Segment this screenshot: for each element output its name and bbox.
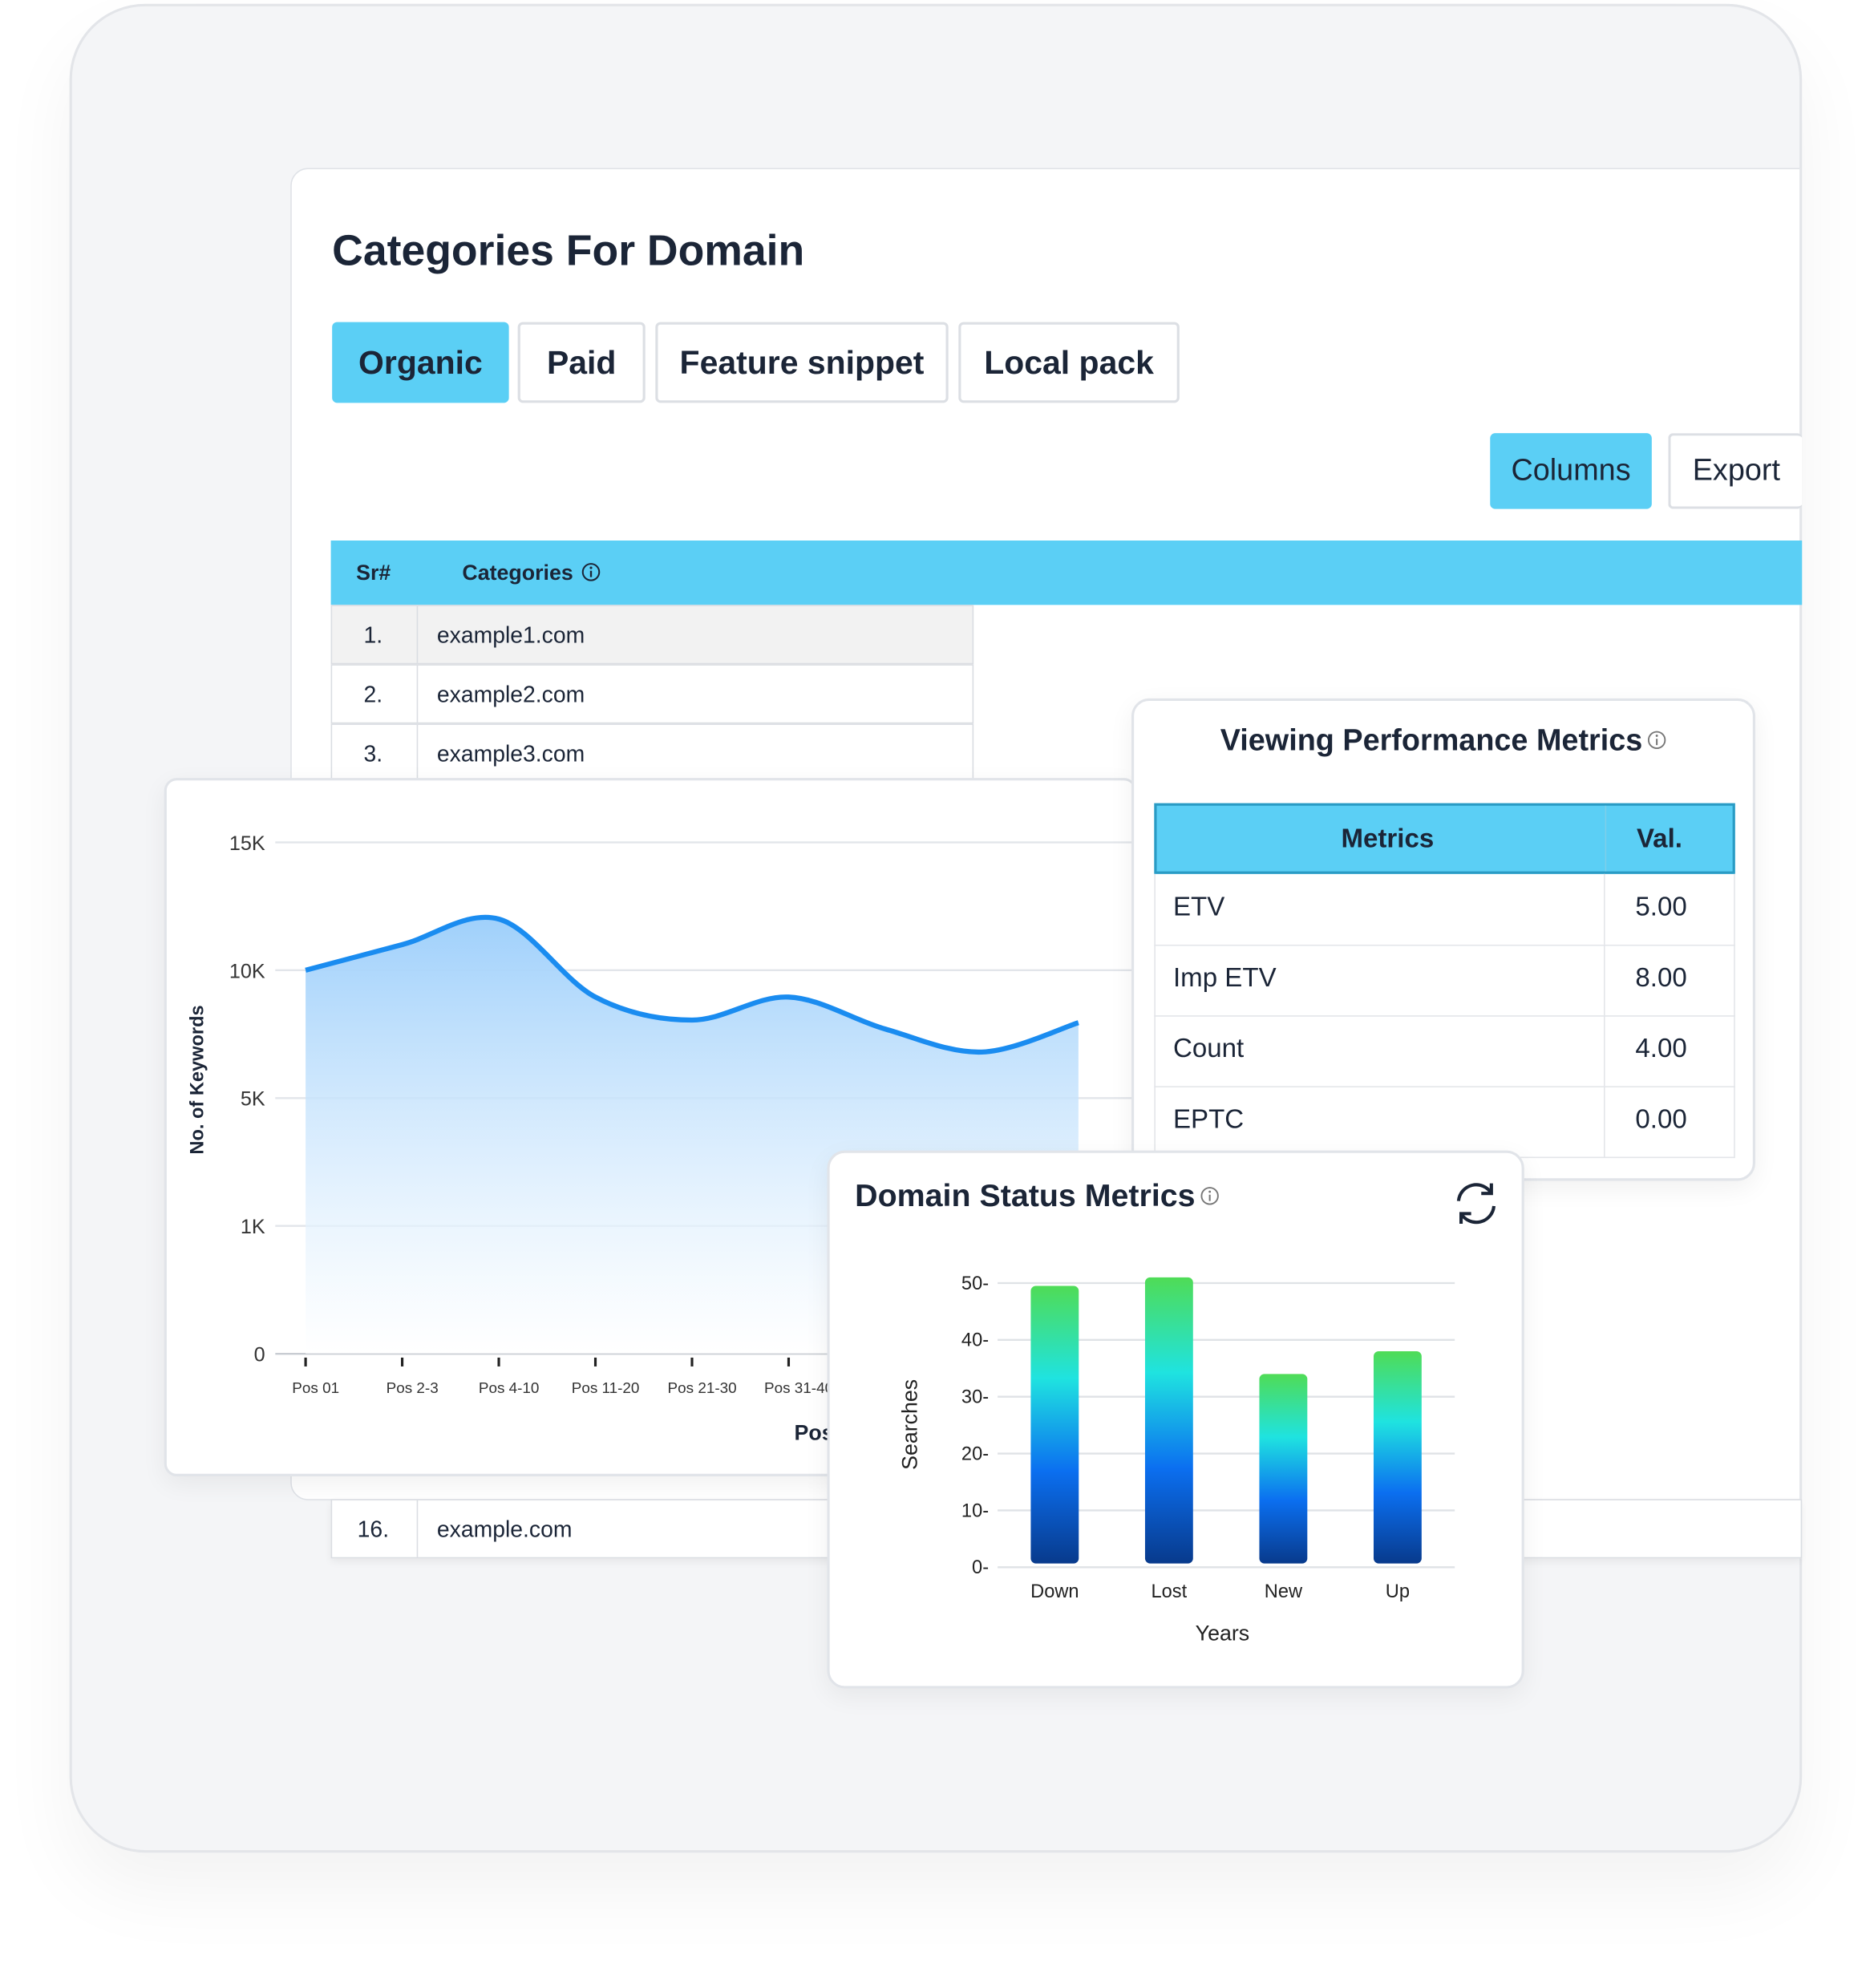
table-header: Sr# Categories [330, 541, 1803, 605]
metrics-row: ETV 5.00 [1154, 873, 1735, 946]
y-tick-label: 50- [961, 1273, 989, 1294]
cell: example1.com [436, 622, 585, 648]
x-tick-label: Pos 21-30 [668, 1380, 737, 1397]
metrics-header: Metrics Val. [1154, 803, 1735, 874]
panel-title: Viewing Performance Metrics [1134, 723, 1753, 759]
y-axis-label: Searches [897, 1379, 921, 1470]
x-tick-label: Up [1386, 1581, 1410, 1602]
cell: 0.00 [1635, 1104, 1687, 1135]
cell: 4.00 [1635, 1034, 1687, 1063]
panel-title-text: Domain Status Metrics [855, 1178, 1196, 1214]
tab[interactable]: Local pack [958, 322, 1180, 403]
cell: 16. [357, 1516, 390, 1542]
cell: example2.com [436, 682, 585, 707]
metrics-row: EPTC 0.00 [1154, 1086, 1735, 1159]
cell: 5.00 [1635, 893, 1687, 922]
info-icon[interactable] [581, 562, 601, 582]
metrics-row: Imp ETV 8.00 [1154, 944, 1735, 1017]
line [305, 914, 1079, 1055]
cell: example.com [436, 1516, 573, 1542]
y-tick-label: 5K [241, 1088, 265, 1111]
x-tick-label: Pos 11-20 [572, 1380, 640, 1397]
tab[interactable]: Organic [332, 322, 509, 403]
x-tick-label: Down [1030, 1581, 1079, 1602]
x-tick-label: Pos 2-3 [387, 1380, 439, 1397]
column-header: Sr# [356, 561, 391, 585]
cell: Imp ETV [1172, 963, 1277, 993]
cell: 3. [363, 741, 383, 767]
tab[interactable]: Paid [517, 322, 646, 403]
cell: example3.com [436, 741, 585, 767]
x-axis-label: Years [1196, 1622, 1249, 1646]
domain-status-panel: Domain Status Metrics 0- 10- 20- 30- 40- 50- D… [827, 1150, 1524, 1689]
metrics-panel: Viewing Performance Metrics Metrics Val.… [1131, 698, 1755, 1181]
y-tick-label: 40- [961, 1330, 989, 1351]
bar [1373, 1351, 1422, 1564]
page-title: Categories For Domain [332, 227, 805, 276]
x-tick-label: Pos 4-10 [479, 1380, 540, 1397]
table-row: 2. example2.com [330, 664, 974, 724]
bar [1144, 1277, 1193, 1564]
refresh-button[interactable] [1452, 1180, 1500, 1228]
column-header: Categories [462, 561, 573, 585]
y-tick-label: 1K [241, 1216, 265, 1238]
panel-title-text: Viewing Performance Metrics [1220, 723, 1643, 758]
x-tick-label: New [1265, 1581, 1303, 1602]
info-icon[interactable] [1646, 730, 1666, 750]
x-tick-label: Lost [1152, 1581, 1188, 1602]
y-tick-label: 10- [961, 1500, 989, 1521]
columns-button[interactable]: Columns [1490, 433, 1652, 509]
metrics-row: Count 4.00 [1154, 1015, 1735, 1087]
y-tick-label: 15K [229, 832, 265, 855]
export-button[interactable]: Export [1668, 433, 1803, 509]
x-tick-label: Pos 31-40 [764, 1380, 833, 1397]
column-header: Val. [1636, 824, 1682, 854]
tab[interactable]: Feature snippet [655, 322, 949, 403]
cell: 8.00 [1635, 963, 1687, 993]
cell: 2. [363, 682, 383, 707]
cell: ETV [1172, 893, 1225, 922]
bar-chart: 0- 10- 20- 30- 40- 50- Down Lost New Up Searches Ye… [897, 1273, 1455, 1646]
bar [1259, 1374, 1308, 1564]
y-tick-label: 30- [961, 1387, 989, 1408]
y-axis-label: No. of Keywords [188, 1005, 208, 1154]
y-tick-label: 0 [254, 1344, 265, 1366]
cell: 1. [363, 622, 383, 648]
panel-title: Domain Status Metrics [855, 1178, 1219, 1215]
x-tick-label: Pos 01 [292, 1380, 339, 1397]
info-icon[interactable] [1199, 1186, 1219, 1206]
y-tick-label: 10K [229, 960, 265, 982]
cell: EPTC [1172, 1104, 1245, 1135]
table-row: 1. example1.com [330, 605, 974, 665]
column-header: Metrics [1341, 824, 1435, 854]
y-tick-label: 0- [972, 1557, 989, 1578]
bar [1030, 1286, 1079, 1564]
table-row: 3. example3.com [330, 723, 974, 783]
y-tick-label: 20- [961, 1443, 989, 1464]
cell: Count [1172, 1034, 1245, 1063]
